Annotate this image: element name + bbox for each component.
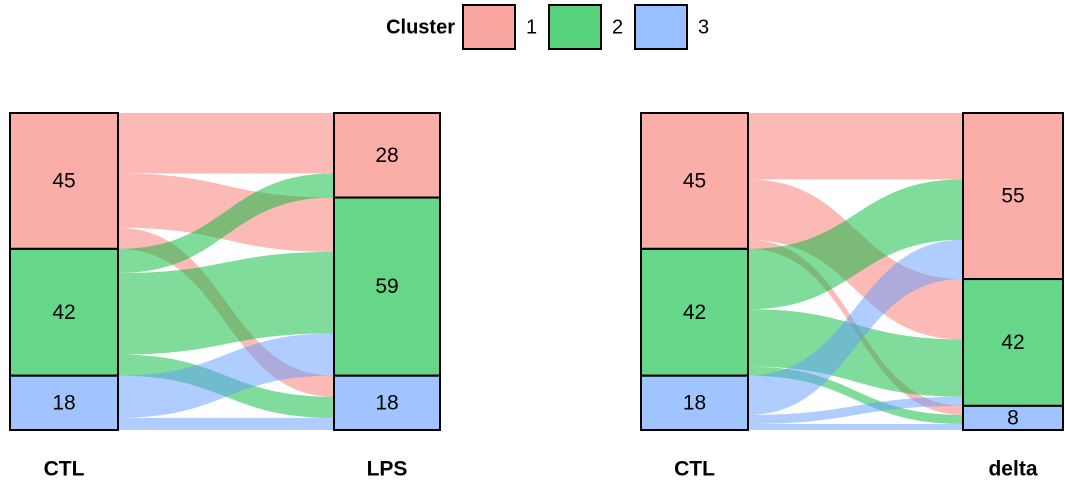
- stratum-label: 42: [52, 301, 75, 324]
- legend-label: 1: [526, 16, 537, 38]
- flow: [748, 239, 963, 415]
- stratum: [9, 247, 119, 377]
- flow: [748, 179, 963, 310]
- legend-swatch: [548, 4, 602, 50]
- flow: [118, 333, 334, 418]
- stratum-label: 59: [375, 275, 398, 298]
- axis-label: CTL: [674, 458, 715, 481]
- flow: [748, 423, 963, 430]
- stratum-label: 28: [375, 144, 398, 167]
- legend-swatch: [634, 4, 688, 50]
- stratum: [640, 112, 749, 250]
- flow: [118, 173, 334, 274]
- legend-label: 2: [612, 16, 623, 38]
- stratum-label: 18: [375, 391, 398, 414]
- stratum: [962, 112, 1064, 281]
- flow: [748, 113, 963, 180]
- stratum: [640, 247, 749, 377]
- flow: [748, 309, 963, 397]
- flow: [118, 417, 334, 430]
- stratum: [962, 404, 1064, 432]
- stratum-label: 55: [1001, 185, 1024, 208]
- axis-label: CTL: [44, 458, 85, 481]
- stratum: [962, 278, 1064, 407]
- flow: [118, 113, 334, 174]
- flow: [118, 251, 334, 355]
- legend-title: Cluster: [386, 16, 455, 38]
- stratum-label: 8: [1007, 406, 1019, 429]
- stratum: [333, 112, 441, 199]
- stratum-label: 42: [1001, 331, 1024, 354]
- stratum: [333, 196, 441, 377]
- axis-label: LPS: [367, 458, 408, 481]
- stratum-label: 18: [52, 391, 75, 414]
- stratum-label: 45: [52, 169, 75, 192]
- flow: [748, 366, 963, 424]
- axis-label: delta: [988, 458, 1037, 481]
- flow: [748, 396, 963, 424]
- stratum: [9, 374, 119, 431]
- stratum: [333, 374, 441, 431]
- legend-label: 3: [698, 16, 709, 38]
- stratum: [640, 374, 749, 431]
- stratum-label: 18: [683, 391, 706, 414]
- legend-swatch: [462, 4, 516, 50]
- stratum-label: 45: [683, 169, 706, 192]
- stratum-label: 42: [683, 301, 706, 324]
